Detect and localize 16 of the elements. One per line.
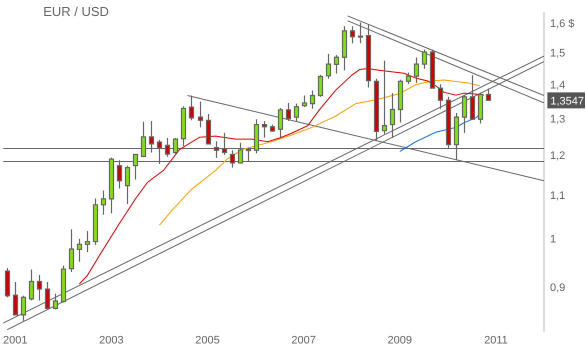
y-tick-label: 1,3	[550, 113, 566, 126]
x-tick-label: 2007	[291, 334, 316, 346]
x-tick-label: 2009	[388, 334, 412, 346]
x-tick-label: 2005	[195, 334, 220, 346]
y-tick-label: 1,1	[550, 190, 566, 202]
x-tick-label: 2011	[484, 334, 508, 346]
y-tick-label: 1	[550, 234, 556, 246]
text: 1,3547	[550, 95, 584, 108]
x-tick-label: 2003	[99, 334, 124, 346]
y-tick-label: 1,6 $	[550, 18, 574, 30]
y-tick-label: 1,2	[550, 150, 566, 162]
chart-title: EUR / USD	[43, 4, 109, 20]
y-tick-label: 0,9	[550, 282, 566, 294]
x-tick-label: 2001	[2, 334, 28, 346]
y-tick-label: 1,4	[550, 79, 566, 92]
y-tick-label: 1,5	[550, 48, 566, 60]
